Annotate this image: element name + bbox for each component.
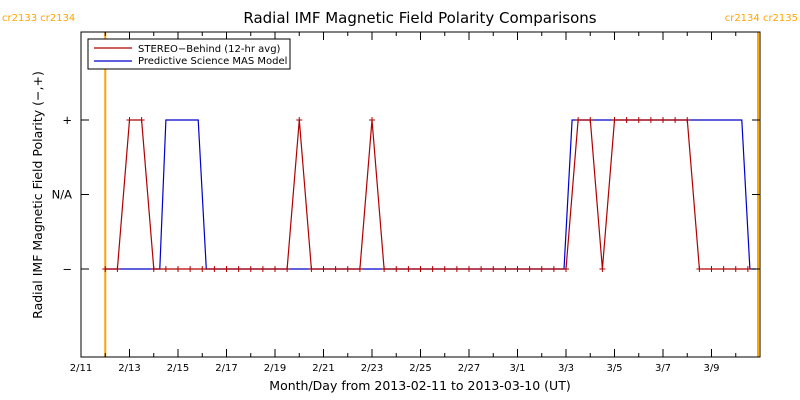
plot-frame bbox=[80, 31, 761, 358]
stereo-data-point bbox=[599, 266, 606, 272]
stereo-data-point bbox=[223, 266, 230, 272]
stereo-data-point bbox=[720, 266, 727, 272]
stereo-data-point bbox=[526, 266, 533, 272]
y-level-label: + bbox=[62, 113, 72, 127]
polarity-traces bbox=[102, 117, 756, 272]
stereo-data-point bbox=[126, 117, 133, 123]
stereo-data-point bbox=[744, 266, 751, 272]
stereo-data-point bbox=[320, 266, 327, 272]
stereo-data-point bbox=[696, 266, 703, 272]
stereo-data-point bbox=[138, 117, 145, 123]
stereo-data-point bbox=[514, 266, 521, 272]
stereo-data-point bbox=[575, 117, 582, 123]
stereo-data-point bbox=[259, 266, 266, 272]
stereo-data-point bbox=[235, 266, 242, 272]
stereo-data-point bbox=[356, 266, 363, 272]
carrington-label: cr2134 cr2135 bbox=[725, 13, 798, 24]
x-tick-label: 2/19 bbox=[264, 363, 286, 374]
x-tick-label: 3/7 bbox=[655, 363, 671, 374]
stereo-data-point bbox=[296, 117, 303, 123]
stereo-data-point bbox=[647, 117, 654, 123]
stereo-data-point bbox=[708, 266, 715, 272]
stereo-data-point bbox=[672, 117, 679, 123]
x-tick-label: 3/5 bbox=[606, 363, 622, 374]
stereo-data-point bbox=[199, 266, 206, 272]
stereo-data-point bbox=[284, 266, 291, 272]
x-tick-label: 3/1 bbox=[509, 363, 525, 374]
stereo-data-point bbox=[308, 266, 315, 272]
x-tick-label: 2/23 bbox=[361, 363, 383, 374]
stereo-data-point bbox=[417, 266, 424, 272]
stereo-data-point bbox=[563, 266, 569, 272]
stereo-data-point bbox=[453, 266, 460, 272]
stereo-data-point bbox=[550, 266, 557, 272]
x-tick-label: 2/15 bbox=[167, 363, 189, 374]
stereo-data-point bbox=[247, 266, 254, 272]
stereo-data-point bbox=[150, 266, 157, 272]
carrington-label: cr2133 cr2134 bbox=[2, 13, 75, 24]
stereo-data-point bbox=[332, 266, 339, 272]
stereo-data-point bbox=[490, 266, 497, 272]
stereo-data-point bbox=[441, 266, 448, 272]
stereo-data-point bbox=[660, 117, 666, 123]
stereo-data-point bbox=[405, 266, 412, 272]
stereo-data-point bbox=[635, 117, 642, 123]
stereo-data-point bbox=[732, 266, 739, 272]
stereo-data-point bbox=[272, 266, 278, 272]
x-axis-title: Month/Day from 2013-02-11 to 2013-03-10 … bbox=[269, 378, 570, 393]
stereo-data-point bbox=[429, 266, 436, 272]
stereo-data-point bbox=[502, 266, 509, 272]
legend: STEREO−Behind (12-hr avg) Predictive Sci… bbox=[87, 38, 291, 70]
stereo-data-point bbox=[381, 266, 388, 272]
stereo-data-point bbox=[344, 266, 351, 272]
legend-label-mas-model: Predictive Science MAS Model bbox=[138, 56, 287, 67]
stereo-data-point bbox=[478, 266, 485, 272]
stereo-data-point bbox=[102, 266, 109, 272]
axes: 2/11 2/13 2/15 2/17 2/19 2/21 2/23 2/25 2/27 3/1 3… bbox=[52, 32, 761, 374]
stereo-data-point bbox=[211, 266, 218, 272]
stereo-data-point bbox=[369, 117, 375, 123]
stereo-data-point bbox=[623, 117, 630, 123]
x-tick-label: 2/17 bbox=[215, 363, 237, 374]
y-axis-title: Radial IMF Magnetic Field Polarity (−,+) bbox=[30, 71, 45, 319]
x-tick-label: 2/27 bbox=[458, 363, 480, 374]
x-tick-label: 2/13 bbox=[118, 363, 140, 374]
x-tick-label: 2/11 bbox=[70, 363, 92, 374]
stereo-data-point bbox=[538, 266, 545, 272]
y-level-label: N/A bbox=[52, 188, 72, 202]
stereo-data-point bbox=[466, 266, 472, 272]
y-level-label: − bbox=[62, 262, 72, 276]
chart-title: Radial IMF Magnetic Field Polarity Compa… bbox=[243, 9, 596, 27]
stereo-data-point bbox=[393, 266, 400, 272]
stereo-data-point bbox=[162, 266, 169, 272]
mas-model-trace bbox=[105, 119, 756, 270]
x-tick-label: 3/9 bbox=[703, 363, 719, 374]
stereo-data-point bbox=[684, 117, 691, 123]
stereo-data-point bbox=[114, 266, 121, 272]
stereo-data-point bbox=[187, 266, 194, 272]
x-tick-label: 2/25 bbox=[409, 363, 431, 374]
stereo-data-point bbox=[611, 117, 618, 123]
stereo-data-point bbox=[587, 117, 594, 123]
legend-box bbox=[87, 38, 291, 70]
x-tick-label: 3/3 bbox=[558, 363, 574, 374]
legend-label-stereo: STEREO−Behind (12-hr avg) bbox=[138, 44, 281, 55]
x-tick-label: 2/21 bbox=[312, 363, 334, 374]
stereo-data-point bbox=[175, 266, 181, 272]
